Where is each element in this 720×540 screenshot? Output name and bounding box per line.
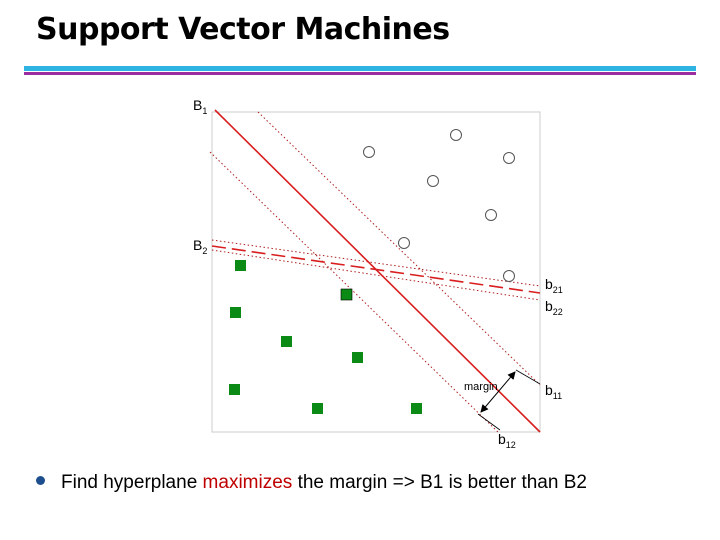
square-point (352, 352, 363, 363)
b11-margin-line (257, 111, 541, 386)
label-b21-sub: 21 (553, 285, 563, 295)
b12-margin-line (209, 151, 499, 433)
square-points (229, 260, 422, 414)
svg-text:b12: b12 (498, 431, 516, 450)
svg-text:b21: b21 (545, 276, 563, 295)
label-B1-sub: 1 (202, 106, 207, 116)
label-b12: b (498, 431, 506, 447)
square-point (312, 403, 323, 414)
b21-margin-line (211, 239, 541, 287)
title-rule-cyan (24, 66, 696, 71)
circle-points (363, 129, 515, 282)
svg-text:B2: B2 (193, 237, 207, 256)
circle-point (450, 129, 462, 141)
circle-point (398, 237, 410, 249)
margin-arrow (480, 371, 516, 413)
circle-point (363, 146, 375, 158)
svg-text:b22: b22 (545, 298, 563, 317)
circle-point (485, 209, 497, 221)
square-point (281, 336, 292, 347)
bullet-point: Find hyperplane maximizes the margin => … (36, 472, 587, 494)
b12-pointer (477, 413, 501, 431)
circle-point (503, 270, 515, 282)
circle-point (503, 152, 515, 164)
slide-title: Support Vector Machines (36, 12, 450, 47)
svg-text:b11: b11 (545, 382, 562, 401)
label-b21: b (545, 276, 553, 292)
plot-frame (211, 111, 541, 433)
label-B1: B (193, 97, 202, 113)
circle-point (427, 175, 439, 187)
label-B2: B (193, 237, 202, 253)
title-rule-purple (24, 72, 696, 75)
label-b12-sub: 12 (506, 440, 516, 450)
square-point (340, 288, 353, 301)
bullet-highlight: maximizes (202, 472, 293, 493)
label-b22-sub: 22 (553, 307, 563, 317)
square-point (235, 260, 246, 271)
square-point (230, 307, 241, 318)
bullet-text-before: Find hyperplane (61, 472, 198, 493)
b2-hyperplane (211, 245, 541, 294)
label-b22: b (545, 298, 553, 314)
label-b11-sub: 11 (553, 391, 562, 401)
label-b11: b (545, 382, 553, 398)
label-B2-sub: 2 (202, 246, 207, 256)
b11-pointer (515, 369, 541, 385)
square-point (411, 403, 422, 414)
square-point (229, 384, 240, 395)
svg-text:B1: B1 (193, 97, 207, 116)
label-margin: margin (464, 381, 498, 393)
bullet-dot-icon (36, 476, 45, 485)
b22-margin-line (211, 249, 541, 301)
bullet-text-after: the margin => B1 is better than B2 (297, 472, 587, 493)
